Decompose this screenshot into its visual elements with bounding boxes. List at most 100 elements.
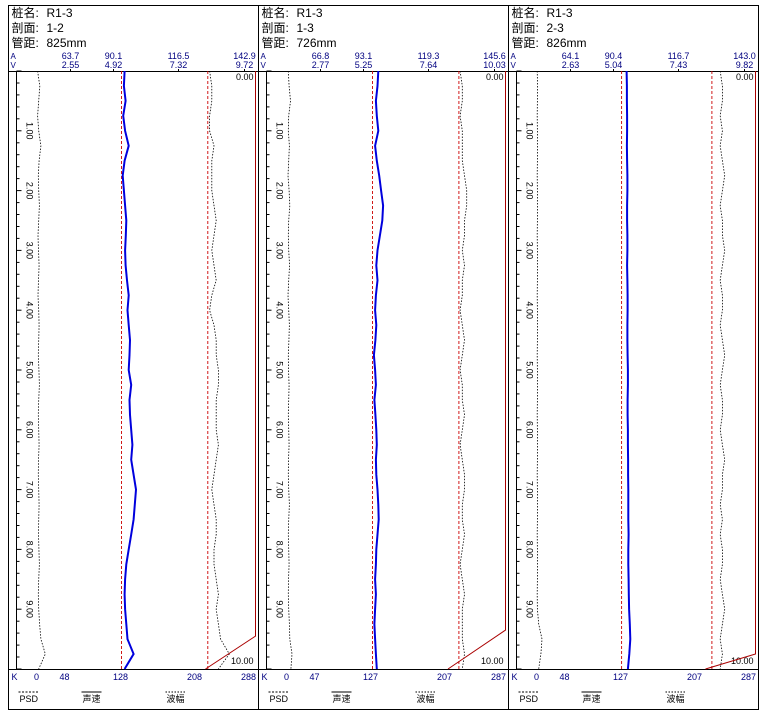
panel-frame (258, 5, 509, 710)
amp-tick-label: 64.1 (562, 51, 580, 61)
depth-tick-label: 6.00 (25, 421, 35, 439)
depth-tick-label: 8.00 (25, 541, 35, 559)
depth-tick-label: 1.00 (275, 122, 285, 140)
left-dotted-trace (37, 70, 46, 670)
k-tick-label: 127 (363, 672, 378, 682)
velocity-curve (625, 70, 632, 670)
depth-tick-label: 7.00 (525, 481, 535, 499)
k-tick-label: 128 (113, 672, 128, 682)
depth-tick-label: 2.00 (25, 182, 35, 200)
pile-label: 桩名: (512, 5, 539, 20)
amp-axis-letter: A (261, 52, 267, 61)
depth-top-label: 0.00 (736, 72, 754, 82)
psd-curve (447, 71, 506, 670)
amp-tick-label: 119.3 (418, 51, 440, 61)
vel-tick-label: 2.63 (562, 60, 580, 70)
depth-tick-label: 3.00 (25, 242, 35, 260)
vel-tick-label: 7.32 (170, 60, 188, 70)
panel-2: 桩名: R1-3 剖面: 1-3 管距: 726mm AV 66.8 93.1 119.3 145.… (258, 5, 509, 710)
vel-tick-label: 2.77 (312, 60, 330, 70)
vel-axis-letter: V (261, 61, 267, 70)
amp-tick-label: 66.8 (312, 51, 330, 61)
legend-velocity-label: 声速 (333, 693, 351, 704)
amp-axis-letter: A (511, 52, 517, 61)
legend-psd-label: PSD (270, 694, 289, 704)
depth-bottom-label: 10.00 (731, 656, 754, 666)
left-dotted-trace (287, 70, 293, 670)
k-tick-label: 288 (241, 672, 256, 682)
k-tick-label: 48 (59, 672, 69, 682)
amp-tick-label: 93.1 (355, 51, 373, 61)
k-tick-label: 207 (687, 672, 702, 682)
vel-tick-label: 10.03 (483, 60, 506, 70)
depth-bottom-label: 10.00 (231, 656, 254, 666)
distance-label: 管距: (262, 35, 289, 50)
depth-tick-label: 1.00 (25, 122, 35, 140)
panel-1: 桩名: R1-3 剖面: 1-2 管距: 825mm AV 63.7 90.1 116.5 142.… (8, 5, 259, 710)
velocity-curve (121, 70, 138, 670)
depth-tick-label: 4.00 (275, 301, 285, 319)
amp-axis-letter: A (11, 52, 17, 61)
depth-tick-label: 2.00 (275, 182, 285, 200)
depth-tick-label: 2.00 (525, 182, 535, 200)
amplitude-curve (209, 70, 230, 670)
k-tick-label: 208 (187, 672, 202, 682)
amp-tick-label: 145.6 (483, 51, 506, 61)
k-tick-label: 48 (559, 672, 569, 682)
distance-value: 825mm (47, 36, 87, 50)
left-dotted-trace (536, 70, 543, 670)
amp-tick-label: 116.7 (668, 51, 690, 61)
psd-curve (205, 71, 256, 670)
panel-frame (8, 5, 259, 710)
legend-psd-label: PSD (520, 694, 539, 704)
distance-label: 管距: (512, 35, 539, 50)
outer-frame (8, 5, 759, 710)
distance-value: 826mm (547, 36, 587, 50)
pile-value: R1-3 (547, 6, 573, 20)
depth-top-label: 0.00 (236, 72, 254, 82)
legend-velocity-label: 声速 (583, 693, 601, 704)
depth-bottom-label: 10.00 (481, 656, 504, 666)
k-axis-letter: K (262, 672, 268, 682)
amp-tick-label: 142.9 (233, 51, 256, 61)
k-tick-label: 207 (437, 672, 452, 682)
depth-tick-label: 5.00 (275, 361, 285, 379)
section-label: 剖面: (12, 21, 39, 35)
depth-tick-label: 8.00 (525, 541, 535, 559)
amp-tick-label: 63.7 (62, 51, 80, 61)
pile-value: R1-3 (297, 6, 323, 20)
vel-tick-label: 9.72 (236, 60, 254, 70)
amp-tick-label: 90.1 (105, 51, 123, 61)
k-tick-label: 0 (284, 672, 289, 682)
depth-tick-label: 6.00 (525, 421, 535, 439)
k-tick-label: 127 (613, 672, 628, 682)
section-value: 2-3 (547, 21, 565, 35)
vel-axis-letter: V (511, 61, 517, 70)
k-tick-label: 287 (491, 672, 506, 682)
depth-tick-label: 4.00 (525, 301, 535, 319)
section-value: 1-3 (297, 21, 315, 35)
vel-tick-label: 9.82 (736, 60, 754, 70)
pile-label: 桩名: (262, 5, 289, 20)
section-label: 剖面: (512, 21, 539, 35)
k-tick-label: 0 (34, 672, 39, 682)
distance-value: 726mm (297, 36, 337, 50)
panel-frame (508, 5, 759, 710)
velocity-curve (372, 70, 385, 670)
legend-amplitude-label: 波幅 (167, 693, 185, 704)
depth-tick-label: 5.00 (25, 361, 35, 379)
k-tick-label: 287 (741, 672, 756, 682)
legend-velocity-label: 声速 (83, 693, 101, 704)
legend-amplitude-label: 波幅 (417, 693, 435, 704)
depth-tick-label: 8.00 (275, 541, 285, 559)
vel-tick-label: 7.64 (420, 60, 438, 70)
vel-axis-letter: V (11, 61, 17, 70)
depth-tick-label: 5.00 (525, 361, 535, 379)
vel-tick-label: 5.04 (605, 60, 623, 70)
vel-tick-label: 7.43 (670, 60, 688, 70)
depth-tick-label: 7.00 (25, 481, 35, 499)
depth-tick-label: 7.00 (275, 481, 285, 499)
legend-amplitude-label: 波幅 (667, 693, 685, 704)
k-tick-label: 0 (534, 672, 539, 682)
